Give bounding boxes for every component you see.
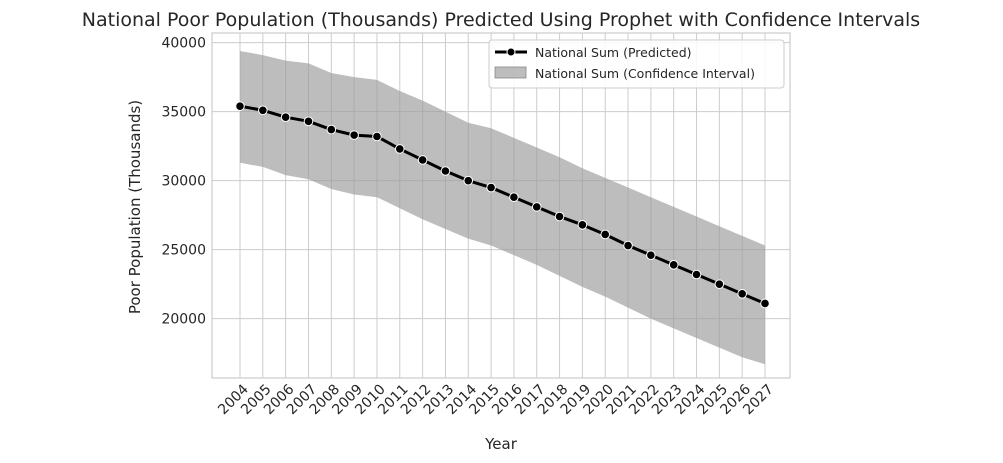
legend-label-confidence-interval: National Sum (Confidence Interval)	[535, 66, 755, 81]
plot-frame	[211, 32, 791, 379]
data-point-2006	[280, 112, 291, 122]
legend: National Sum (Predicted) National Sum (C…	[488, 39, 785, 89]
data-point-2010	[372, 131, 382, 142]
data-point-2008	[326, 124, 337, 135]
data-point-2021	[623, 240, 633, 251]
data-point-2020	[600, 229, 611, 240]
y-axis-label: Poor Population (Thousands)	[126, 100, 144, 314]
legend-label-predicted: National Sum (Predicted)	[535, 45, 692, 60]
legend-box	[488, 39, 785, 89]
data-point-2014	[463, 175, 474, 186]
x-tick-labels: 2004200520062007200820092010201120122013…	[215, 381, 777, 418]
y-tick-label: 40000	[161, 36, 206, 52]
data-point-2012	[417, 155, 428, 165]
data-point-2022	[646, 250, 656, 260]
data-point-2015	[486, 182, 496, 193]
confidence-band-layer	[240, 50, 765, 365]
data-point-2013	[440, 166, 451, 176]
data-point-2025	[714, 279, 725, 289]
data-point-2007	[303, 116, 314, 127]
data-point-2017	[531, 202, 542, 212]
confidence-interval-band	[240, 50, 765, 365]
data-point-2009	[349, 130, 359, 140]
data-point-2024	[691, 269, 702, 280]
data-point-2005	[258, 105, 268, 116]
data-point-2018	[554, 211, 565, 222]
data-point-2026	[737, 289, 747, 299]
y-tick-label: 20000	[161, 312, 206, 328]
legend-band-swatch	[494, 66, 527, 79]
x-axis-label: Year	[484, 435, 518, 453]
y-tick-label: 25000	[161, 243, 206, 259]
legend-marker-swatch	[506, 47, 516, 57]
data-point-2027	[760, 298, 770, 309]
data-point-2011	[394, 144, 405, 154]
predicted-points-layer	[235, 101, 770, 309]
chart-title: National Poor Population (Thousands) Pre…	[82, 9, 920, 31]
data-point-2019	[577, 220, 588, 230]
data-point-2016	[509, 192, 519, 203]
y-tick-label: 35000	[161, 105, 206, 121]
data-point-2023	[668, 260, 679, 270]
data-point-2004	[235, 101, 245, 111]
y-tick-labels: 20000 25000 30000 35000 40000	[161, 36, 206, 328]
y-tick-label: 30000	[161, 174, 206, 190]
